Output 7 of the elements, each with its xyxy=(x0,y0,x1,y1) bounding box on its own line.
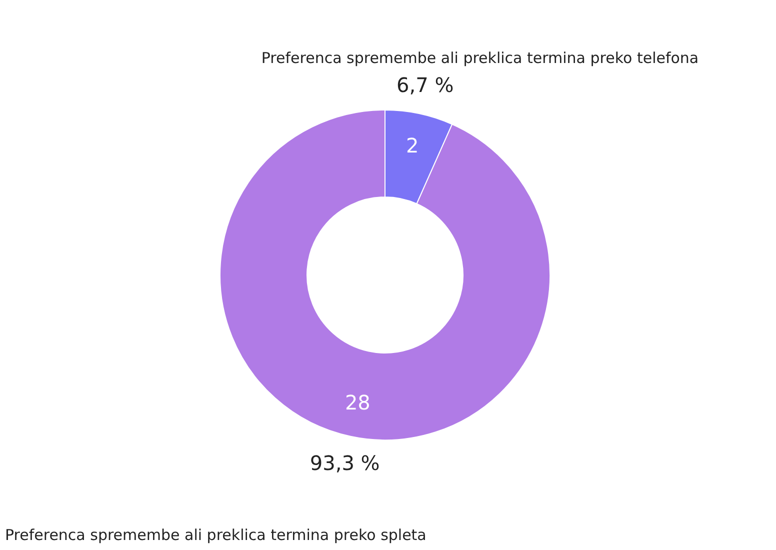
data-label: 28 xyxy=(344,390,370,415)
donut-slice xyxy=(220,110,550,440)
data-label: 2 xyxy=(406,133,419,158)
slice-label: Preferenca spremembe ali preklica termina preko telefona xyxy=(261,49,699,67)
text: 93,3 % xyxy=(310,450,380,475)
text: 6,7 % xyxy=(396,73,454,98)
slice-label: Preferenca spremembe ali preklica termina preko spleta xyxy=(5,526,426,544)
